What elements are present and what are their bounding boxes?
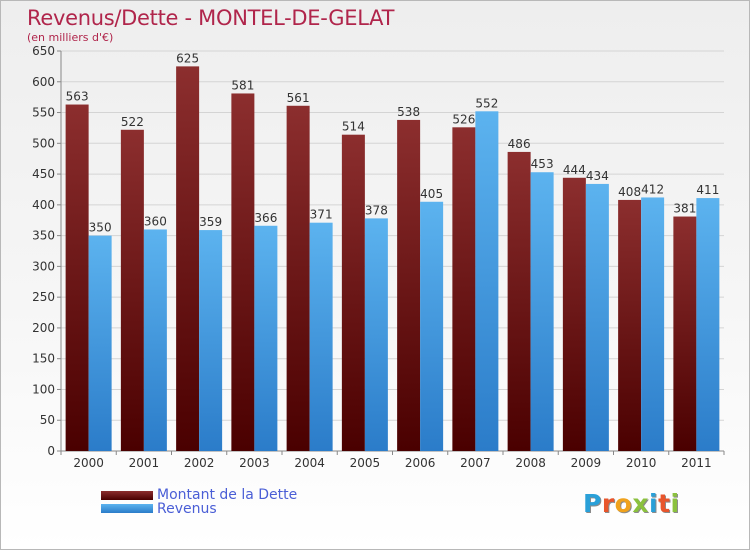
data-label-revenus: 359: [199, 215, 222, 229]
logo-letter: i: [649, 489, 659, 518]
y-tick-label: 600: [32, 75, 55, 89]
data-label-dette: 526: [452, 112, 475, 126]
bar-dette: [452, 127, 476, 452]
bar-revenus: [475, 111, 499, 452]
chart-unit-subtitle: (en milliers d'€): [27, 31, 114, 44]
proxiti-logo: Proxiti: [583, 489, 680, 518]
logo-letter: r: [601, 489, 615, 518]
bar-dette: [507, 151, 531, 451]
bar-dette: [120, 129, 144, 451]
y-tick-label: 100: [32, 382, 55, 396]
data-label-revenus: 412: [641, 182, 664, 196]
bar-revenus: [530, 172, 554, 451]
y-tick-label: 350: [32, 229, 55, 243]
bar-dette: [65, 104, 89, 452]
x-tick-label: 2010: [626, 456, 657, 470]
data-label-dette: 561: [287, 91, 310, 105]
data-label-dette: 408: [618, 185, 641, 199]
data-label-revenus: 434: [586, 169, 609, 183]
y-tick-label: 650: [32, 44, 55, 58]
y-tick-label: 550: [32, 106, 55, 120]
data-label-revenus: 552: [475, 96, 498, 110]
data-label-revenus: 378: [365, 203, 388, 217]
bar-dette: [341, 134, 365, 451]
x-tick-label: 2008: [515, 456, 546, 470]
x-tick-label: 2005: [350, 456, 381, 470]
chart-title: Revenus/Dette - MONTEL-DE-GELAT: [27, 6, 395, 30]
bar-revenus: [641, 197, 665, 451]
y-tick-label: 300: [32, 259, 55, 273]
bar-dette: [286, 105, 310, 452]
x-tick-label: 2000: [73, 456, 104, 470]
y-tick-label: 50: [40, 413, 55, 427]
logo-letter: t: [658, 489, 671, 518]
y-tick-label: 0: [47, 444, 55, 458]
bar-dette: [176, 66, 200, 451]
data-label-revenus: 411: [696, 183, 719, 197]
bar-dette: [673, 216, 697, 451]
y-tick-label: 150: [32, 352, 55, 366]
x-tick-label: 2004: [294, 456, 325, 470]
x-tick-label: 2003: [239, 456, 270, 470]
x-tick-label: 2011: [681, 456, 712, 470]
x-tick-label: 2009: [571, 456, 602, 470]
bar-dette: [562, 177, 586, 451]
data-label-dette: 625: [176, 51, 199, 65]
x-tick-label: 2007: [460, 456, 491, 470]
bar-revenus: [364, 218, 388, 451]
bar-revenus: [309, 222, 333, 451]
bar-revenus: [585, 183, 609, 451]
legend-swatch-revenus: [101, 504, 153, 513]
data-label-revenus: 453: [531, 157, 554, 171]
logo-letter: o: [614, 489, 633, 518]
data-label-dette: 444: [563, 163, 586, 177]
data-label-revenus: 350: [89, 221, 112, 235]
legend-label-dette: Montant de la Dette: [157, 487, 298, 503]
axes: 0 50 100 150 200 250 300 350 400 450 500 550 600 650 2…: [32, 44, 725, 470]
y-tick-label: 200: [32, 321, 55, 335]
bar-dette: [231, 93, 255, 451]
bar-dette: [397, 119, 421, 451]
data-label-dette: 514: [342, 120, 365, 134]
logo-letter: x: [632, 489, 649, 518]
logo-letter: P: [583, 489, 602, 518]
data-labels: 563 350 522 360 625 359 581 366 561 371 514 378 538 4…: [66, 51, 720, 234]
x-tick-label: 2001: [129, 456, 160, 470]
x-tick-label: 2002: [184, 456, 215, 470]
bar-revenus: [254, 225, 278, 451]
data-label-revenus: 405: [420, 187, 443, 201]
bar-revenus: [420, 201, 444, 451]
bar-revenus: [199, 230, 223, 451]
data-label-dette: 581: [231, 78, 254, 92]
data-label-dette: 381: [673, 202, 696, 216]
legend-swatch-dette: [101, 491, 153, 500]
bar-revenus: [696, 198, 720, 451]
logo-letter: i: [670, 489, 680, 518]
data-label-dette: 563: [66, 90, 89, 104]
y-tick-label: 500: [32, 136, 55, 150]
legend-label-revenus: Revenus: [157, 501, 217, 517]
x-tick-label: 2006: [405, 456, 436, 470]
data-label-dette: 486: [508, 137, 531, 151]
data-label-revenus: 366: [254, 211, 277, 225]
y-tick-label: 250: [32, 290, 55, 304]
bars: [65, 66, 720, 452]
bar-revenus: [88, 235, 112, 451]
data-label-dette: 538: [397, 105, 420, 119]
bar-revenus: [143, 229, 167, 451]
data-label-revenus: 371: [310, 208, 333, 222]
y-tick-label: 400: [32, 198, 55, 212]
y-tick-label: 450: [32, 167, 55, 181]
bar-dette: [618, 199, 642, 451]
data-label-dette: 522: [121, 115, 144, 129]
data-label-revenus: 360: [144, 214, 167, 228]
